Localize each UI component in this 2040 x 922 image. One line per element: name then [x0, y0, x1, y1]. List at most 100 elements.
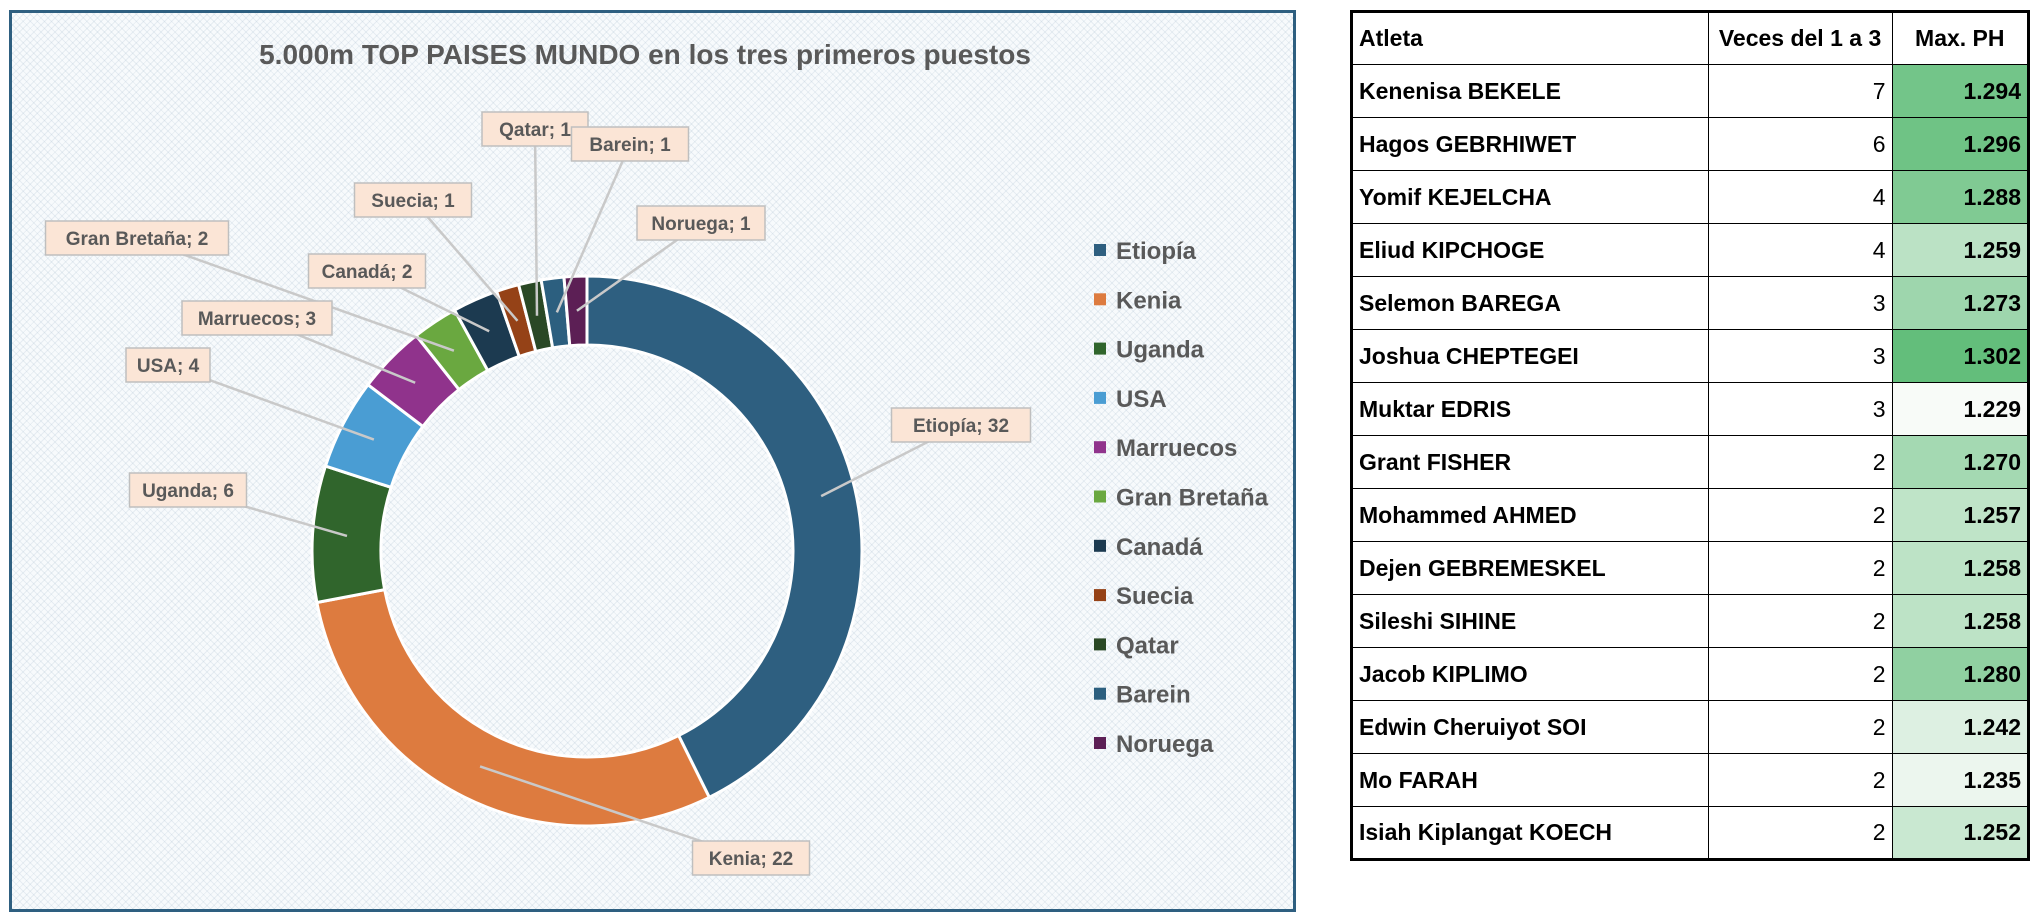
cell-max-ph: 1.258	[1891, 541, 2030, 595]
data-label-canada: Canadá; 2	[307, 253, 427, 289]
data-label-text: Noruega; 1	[651, 214, 751, 235]
leader-line-suecia	[412, 199, 519, 322]
legend-label: Marruecos	[1116, 435, 1237, 462]
data-label-box	[890, 407, 1032, 443]
legend-label: USA	[1116, 386, 1167, 413]
cell-max-ph: 1.242	[1891, 700, 2030, 754]
cell-times: 3	[1707, 276, 1893, 330]
cell-times: 7	[1707, 64, 1893, 118]
cell-max-ph: 1.280	[1891, 647, 2030, 701]
table-row: Selemon BAREGA 3 1.273	[1351, 276, 2030, 330]
leader-line-qatar	[533, 128, 539, 316]
cell-times: 3	[1707, 329, 1893, 383]
cell-times: 2	[1707, 700, 1893, 754]
slice-uganda	[310, 464, 393, 605]
data-label-kenia: Kenia; 22	[691, 840, 811, 876]
leader-line-barein	[555, 143, 632, 313]
cell-max-ph: 1.258	[1891, 594, 2030, 648]
legend: Etiopía Kenia Uganda USA Marruecos Gran Breta…	[1094, 238, 1269, 758]
legend-label: Gran Bretaña	[1116, 485, 1269, 512]
data-label-barein: Barein; 1	[570, 126, 690, 162]
table-row: Hagos GEBRHIWET 6 1.296	[1351, 117, 2030, 171]
header-athlete: Atleta	[1351, 11, 1709, 65]
cell-athlete: Selemon BAREGA	[1351, 276, 1709, 330]
data-label-box	[636, 205, 766, 241]
data-label-uganda: Uganda; 6	[128, 472, 248, 508]
table-row: Kenenisa BEKELE 7 1.294	[1351, 64, 2030, 118]
legend-swatch	[1094, 391, 1106, 404]
table-row: Isiah Kiplangat KOECH 2 1.252	[1351, 806, 2030, 860]
cell-max-ph: 1.270	[1891, 435, 2030, 489]
cell-times: 3	[1707, 382, 1893, 436]
cell-max-ph: 1.302	[1891, 329, 2030, 383]
table-row: Jacob KIPLIMO 2 1.280	[1351, 647, 2030, 701]
data-label-text: Barein; 1	[589, 135, 671, 156]
cell-times: 2	[1707, 594, 1893, 648]
cell-max-ph: 1.273	[1891, 276, 2030, 330]
doughnut-chart: 5.000m TOP PAISES MUNDO en los tres prim…	[44, 39, 1269, 876]
data-label-text: Suecia; 1	[371, 191, 455, 212]
data-label-box	[44, 220, 230, 256]
cell-max-ph: 1.294	[1891, 64, 2030, 118]
legend-label: Barein	[1116, 682, 1191, 709]
legend-swatch	[1094, 293, 1106, 306]
table-row: Joshua CHEPTEGEI 3 1.302	[1351, 329, 2030, 383]
cell-athlete: Edwin Cheruiyot SOI	[1351, 700, 1709, 754]
cell-athlete: Grant FISHER	[1351, 435, 1709, 489]
cell-max-ph: 1.288	[1891, 170, 2030, 224]
legend-swatch	[1094, 539, 1106, 552]
leader-line-gran-bretana	[136, 236, 455, 352]
cell-athlete: Isiah Kiplangat KOECH	[1351, 806, 1709, 860]
data-label-box	[181, 300, 333, 336]
legend-swatch	[1094, 589, 1106, 602]
cell-times: 2	[1707, 753, 1893, 807]
slice-kenia	[315, 587, 712, 828]
data-label-text: USA; 4	[137, 356, 200, 377]
cell-athlete: Jacob KIPLIMO	[1351, 647, 1709, 701]
data-label-text: Canadá; 2	[322, 262, 413, 283]
cell-athlete: Mohammed AHMED	[1351, 488, 1709, 542]
data-label-qatar: Qatar; 1	[481, 111, 589, 147]
data-label-etiopia: Etiopía; 32	[890, 407, 1032, 443]
chart-title: 5.000m TOP PAISES MUNDO en los tres prim…	[259, 39, 1031, 70]
cell-max-ph: 1.257	[1891, 488, 2030, 542]
cell-max-ph: 1.296	[1891, 117, 2030, 171]
legend-label: Noruega	[1116, 731, 1214, 758]
table-row: Edwin Cheruiyot SOI 2 1.242	[1351, 700, 2030, 754]
legend-item-canada: Canadá	[1094, 534, 1203, 561]
legend-label: Suecia	[1116, 583, 1194, 610]
cell-max-ph: 1.259	[1891, 223, 2030, 277]
data-label-text: Gran Bretaña; 2	[66, 229, 209, 250]
data-label-box	[353, 182, 473, 218]
table-header-row: Atleta Veces del 1 a 3 Max. PH	[1351, 11, 2030, 65]
cell-times: 2	[1707, 806, 1893, 860]
table-body: Kenenisa BEKELE 7 1.294 Hagos GEBRHIWET 6 1.2…	[1351, 64, 2030, 860]
legend-item-marruecos: Marruecos	[1094, 435, 1237, 462]
cell-times: 2	[1707, 435, 1893, 489]
cell-times: 4	[1707, 170, 1893, 224]
header-times: Veces del 1 a 3	[1707, 11, 1893, 65]
legend-label: Uganda	[1116, 337, 1205, 364]
data-label-box	[307, 253, 427, 289]
legend-swatch	[1094, 490, 1106, 503]
table-row: Grant FISHER 2 1.270	[1351, 435, 2030, 489]
header-max-ph: Max. PH	[1891, 11, 2030, 65]
slices-group	[310, 274, 864, 828]
chart-panel: 5.000m TOP PAISES MUNDO en los tres prim…	[9, 10, 1296, 912]
data-label-noruega: Noruega; 1	[636, 205, 766, 241]
data-label-usa: USA; 4	[125, 347, 211, 383]
table-row: Mohammed AHMED 2 1.257	[1351, 488, 2030, 542]
legend-item-kenia: Kenia	[1094, 287, 1182, 314]
table-row: Muktar EDRIS 3 1.229	[1351, 382, 2030, 436]
data-labels-group: Etiopía; 32 Kenia; 22 Uganda; 6 USA; 4 Marru…	[44, 111, 1032, 876]
athlete-table: Atleta Veces del 1 a 3 Max. PH Kenenisa …	[1350, 10, 2030, 861]
cell-times: 6	[1707, 117, 1893, 171]
cell-athlete: Yomif KEJELCHA	[1351, 170, 1709, 224]
legend-label: Canadá	[1116, 534, 1203, 561]
legend-swatch	[1094, 342, 1106, 355]
cell-athlete: Hagos GEBRHIWET	[1351, 117, 1709, 171]
legend-item-barein: Barein	[1094, 682, 1191, 709]
data-label-text: Kenia; 22	[709, 849, 793, 870]
cell-times: 2	[1707, 541, 1893, 595]
cell-max-ph: 1.252	[1891, 806, 2030, 860]
